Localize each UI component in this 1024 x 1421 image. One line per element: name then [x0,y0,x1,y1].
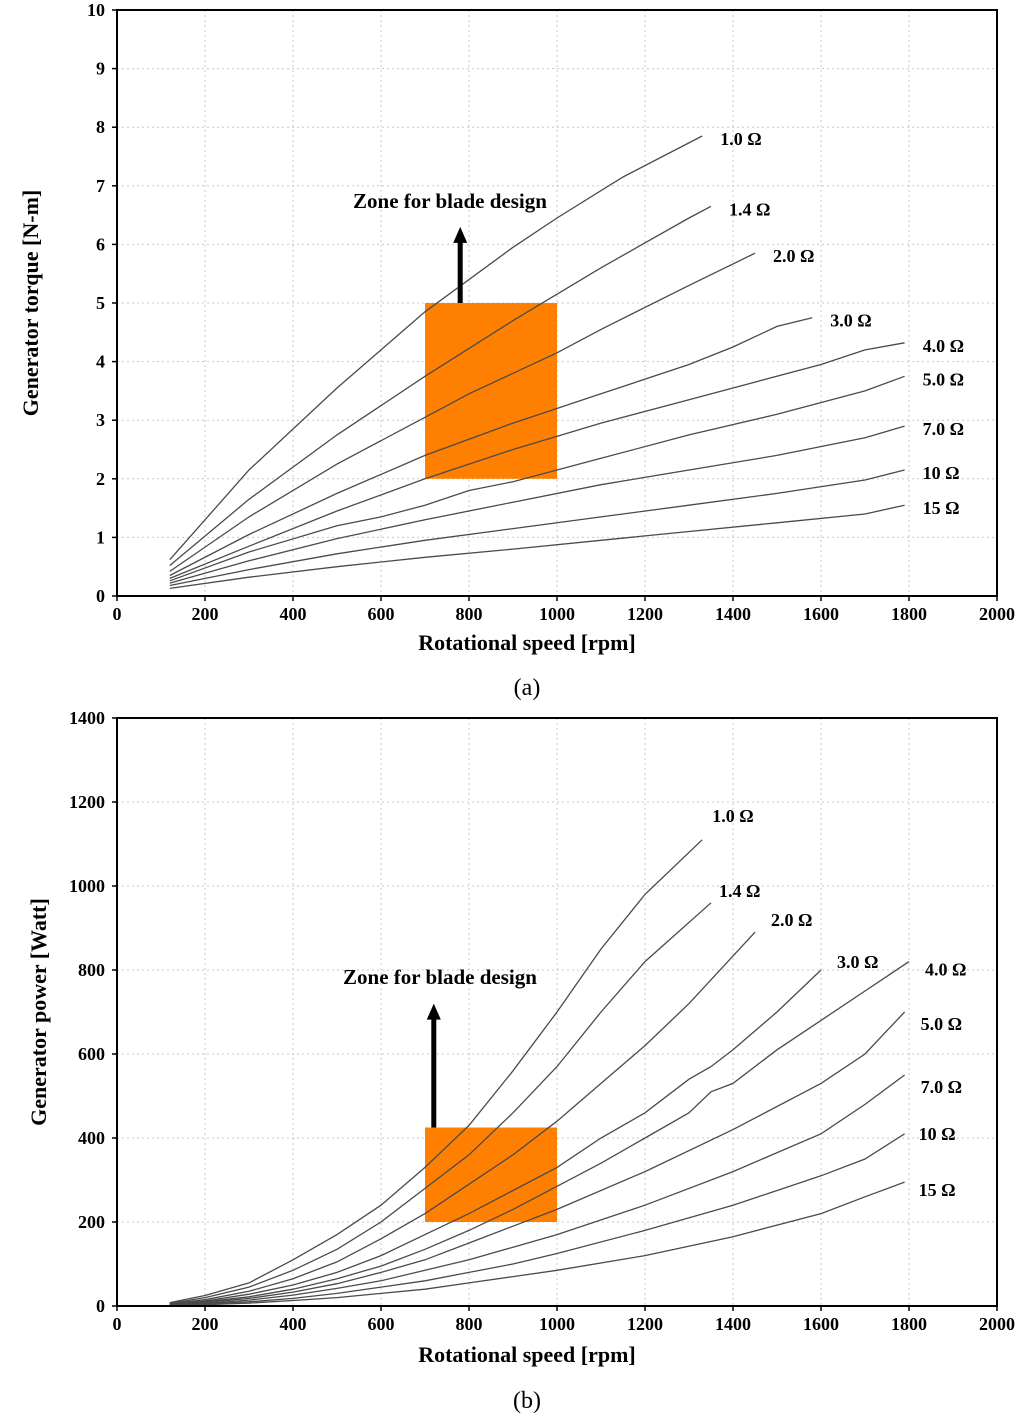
series-line [169,252,756,572]
series-line [169,504,905,590]
series-line [169,839,703,1304]
series-line [169,1181,905,1307]
x-tick-label: 800 [456,1314,483,1334]
x-tick-label: 200 [192,604,219,624]
y-tick-label: 1400 [69,708,105,728]
y-tick-label: 6 [96,234,105,254]
y-axis-title: Generator torque [N-m] [18,190,43,416]
series-label: 15 Ω [919,1180,956,1200]
annotation-label: Zone for blade design [353,189,547,213]
y-tick-label: 4 [96,352,105,372]
series-label: 1.0 Ω [712,806,753,826]
x-tick-label: 1400 [715,604,751,624]
x-tick-label: 800 [456,604,483,624]
x-tick-label: 0 [113,1314,122,1334]
series-line [169,931,756,1305]
series-line [169,375,905,582]
x-tick-label: 1200 [627,604,663,624]
y-tick-label: 400 [78,1128,105,1148]
series-label: 1.0 Ω [720,129,761,149]
x-tick-label: 600 [368,1314,395,1334]
series-line [169,902,712,1305]
x-tick-label: 1000 [539,1314,575,1334]
series-label: 1.4 Ω [719,881,760,901]
series-line [169,1011,906,1306]
y-tick-label: 200 [78,1212,105,1232]
series-line [169,961,910,1306]
y-tick-label: 3 [96,410,105,430]
y-tick-label: 1000 [69,876,105,896]
y-tick-label: 0 [96,586,105,606]
y-tick-label: 7 [96,176,105,196]
series-line [169,469,905,587]
y-tick-label: 5 [96,293,105,313]
series-label: 10 Ω [919,1124,956,1144]
zone-arrow-head [426,1003,441,1020]
zone-arrow-head [453,226,468,243]
series-label: 2.0 Ω [771,910,812,930]
series-label: 15 Ω [923,498,960,518]
y-tick-label: 0 [96,1296,105,1316]
x-tick-label: 2000 [979,1314,1015,1334]
x-tick-label: 400 [280,604,307,624]
series-line [169,425,905,584]
x-tick-label: 200 [192,1314,219,1334]
x-tick-label: 1400 [715,1314,751,1334]
series-label: 5.0 Ω [921,1014,962,1034]
x-tick-label: 0 [113,604,122,624]
y-tick-label: 8 [96,117,105,137]
series-line [169,342,905,580]
x-tick-label: 600 [368,604,395,624]
series-label: 3.0 Ω [837,952,878,972]
x-tick-label: 1600 [803,1314,839,1334]
x-tick-label: 1000 [539,604,575,624]
x-tick-label: 1800 [891,604,927,624]
series-label: 7.0 Ω [921,1077,962,1097]
x-tick-label: 2000 [979,604,1015,624]
series-line [169,135,703,561]
series-label: 3.0 Ω [830,311,871,331]
y-axis-title: Generator power [Watt] [26,898,51,1126]
design-zone-rect [425,1127,557,1222]
design-zone-rect [425,303,557,479]
series-line [169,1133,905,1306]
series-label: 2.0 Ω [773,246,814,266]
y-tick-label: 2 [96,469,105,489]
series-line [169,205,712,566]
series-label: 4.0 Ω [923,336,964,356]
series-label: 1.4 Ω [729,199,770,219]
series-label: 5.0 Ω [923,369,964,389]
y-tick-label: 800 [78,960,105,980]
annotation-label: Zone for blade design [343,965,537,989]
y-tick-label: 9 [96,59,105,79]
y-tick-label: 1200 [69,792,105,812]
series-line [169,969,822,1305]
chart-panel-a: 1.0 Ω 1.4 Ω 2.0 Ω 3.0 Ω 4.0 Ω 5.0 Ω 7.0 Ω 10 Ω 1… [18,0,1015,655]
caption-b: (b) [513,1388,541,1414]
x-axis-title: Rotational speed [rpm] [418,630,636,655]
series-label: 7.0 Ω [923,419,964,439]
caption-a: (a) [514,675,541,701]
x-tick-label: 400 [280,1314,307,1334]
series-label: 10 Ω [923,463,960,483]
chart-panel-b: 1.0 Ω 1.4 Ω 2.0 Ω 3.0 Ω 4.0 Ω 5.0 Ω 7.0 Ω 10 Ω 1… [26,708,1015,1367]
x-tick-label: 1200 [627,1314,663,1334]
series-line [169,317,813,577]
y-tick-label: 600 [78,1044,105,1064]
y-tick-label: 1 [96,527,105,547]
series-line [169,1074,905,1306]
x-tick-label: 1800 [891,1314,927,1334]
y-tick-label: 10 [87,0,105,20]
series-label: 4.0 Ω [925,960,966,980]
x-axis-title: Rotational speed [rpm] [418,1342,636,1367]
x-tick-label: 1600 [803,604,839,624]
